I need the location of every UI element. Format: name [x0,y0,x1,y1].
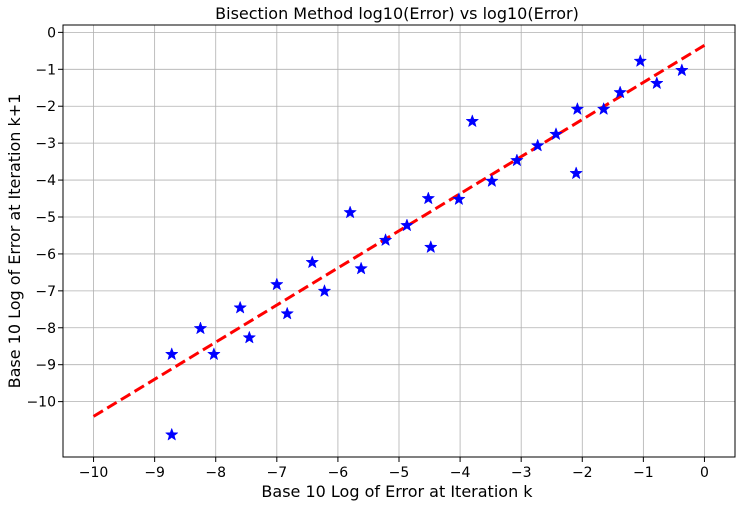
x-tick-label: −3 [511,465,532,481]
data-point-star [674,63,689,77]
x-tick-label: −1 [633,465,654,481]
data-point-star [269,277,284,291]
y-tick-label: −10 [26,395,56,411]
y-tick-label: −8 [35,321,56,337]
x-tick-label: −8 [205,465,226,481]
data-point-star [400,218,414,232]
grid-lines [63,25,735,457]
data-point-star [317,283,332,298]
data-point-star [484,173,499,188]
x-tick-label: −2 [572,465,593,481]
data-point-star [452,192,466,206]
x-tick-label: −7 [266,465,287,481]
data-point-star [549,127,563,141]
y-tick-label: −6 [35,247,56,263]
data-point-star [207,347,221,361]
data-marks [92,44,706,441]
data-point-star [305,255,320,269]
y-axis-title: Base 10 Log of Error at Iteration k+1 [5,94,24,389]
y-tick-label: −1 [35,62,56,78]
y-tick-label: −3 [35,136,56,152]
y-tick-label: −9 [35,358,56,374]
data-point-star [530,138,545,152]
data-point-star [465,114,480,128]
data-point-star [569,166,584,180]
y-tick-label: −5 [35,210,56,226]
data-point-star [233,300,248,314]
data-point-star [596,101,611,116]
x-tick-label: −10 [79,465,109,481]
chart-title: Bisection Method log10(Error) vs log10(E… [215,4,579,23]
data-point-star [343,205,357,219]
y-tick-label: 0 [47,25,56,41]
data-point-star [510,153,524,167]
y-tick-label: −4 [35,173,56,189]
x-tick-label: −6 [328,465,349,481]
data-point-star [378,233,393,247]
data-point-star [613,85,628,99]
x-tick-label: −9 [144,465,165,481]
data-point-star [570,101,585,116]
x-axis-title: Base 10 Log of Error at Iteration k [261,482,533,501]
data-point-star [633,53,648,68]
data-point-star [649,76,664,90]
x-tick-label: −5 [389,465,410,481]
data-point-star [242,330,257,344]
x-tick-label: −4 [450,465,471,481]
data-point-star [193,321,208,335]
y-tick-label: −7 [35,284,56,300]
x-tick-label: 0 [700,465,709,481]
y-tick-label: −2 [35,99,56,115]
axis-ticks: −10 −9 −8 −7 −6 −5 −4 −3 −2 −1 00−1−2−3−4−5−6−7−8−… [26,25,708,481]
data-point-star [421,191,436,205]
data-point-star [354,261,368,275]
data-point-star [280,306,295,320]
data-point-star [164,347,179,361]
data-point-star [423,240,438,254]
data-point-star [164,427,179,441]
